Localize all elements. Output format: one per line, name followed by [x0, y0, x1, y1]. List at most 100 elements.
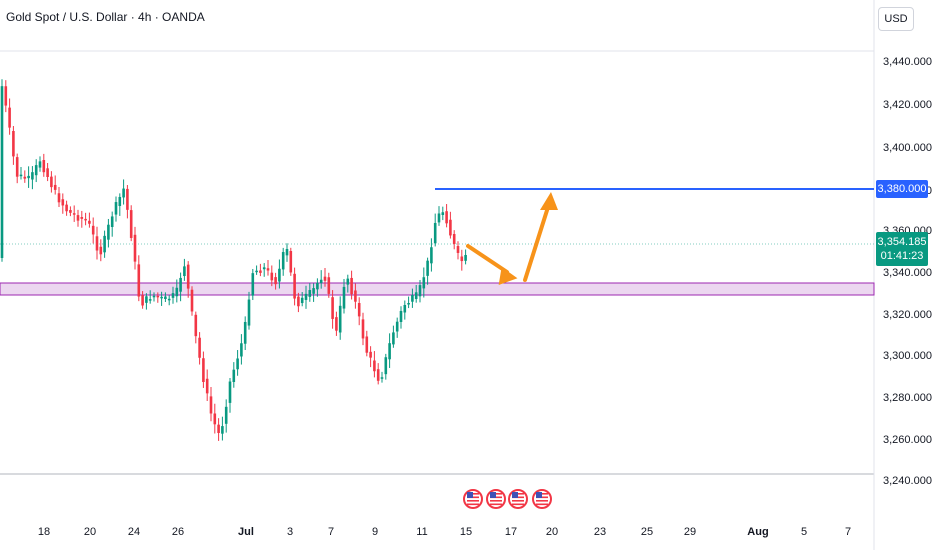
candle-body	[160, 296, 163, 299]
candle-body	[384, 357, 388, 375]
candle-body	[118, 196, 122, 206]
candle-body	[50, 176, 53, 188]
candle-body	[319, 279, 323, 283]
candle-body	[152, 295, 156, 298]
price-tick: 3,400.000	[883, 142, 932, 154]
price-tick: 3,320.000	[883, 309, 932, 321]
forecast-arrow-up	[523, 192, 558, 282]
price-tick: 3,420.000	[883, 99, 932, 111]
candle-body	[31, 172, 34, 180]
candle-body	[88, 220, 91, 224]
support-zone	[0, 282, 875, 296]
candle-body	[373, 360, 376, 372]
candle-body	[376, 369, 380, 381]
candle-body	[12, 131, 15, 157]
candle-body	[357, 303, 361, 317]
candle-body	[388, 343, 391, 360]
resistance-price-label: 3,380.000	[876, 180, 928, 198]
time-tick: 23	[593, 526, 607, 538]
price-tick: 3,260.000	[883, 434, 932, 446]
candle-body	[251, 273, 255, 296]
candle-body	[4, 86, 8, 106]
last-price-value: 3,354.185	[877, 236, 927, 248]
currency-button[interactable]: USD	[878, 7, 914, 31]
candle-body	[418, 285, 422, 297]
candle-body	[57, 193, 61, 203]
candle-body	[164, 296, 167, 299]
candle-body	[202, 358, 205, 383]
time-tick: Aug	[747, 526, 769, 538]
candle-body	[414, 292, 418, 299]
candle-body	[278, 268, 281, 282]
candle-body	[441, 212, 445, 215]
forecast-arrow-down	[466, 244, 518, 286]
candle-body	[243, 321, 247, 344]
candles-group	[0, 79, 467, 441]
candle-body	[316, 282, 319, 290]
time-tick: 9	[371, 526, 379, 538]
candle-body	[65, 204, 68, 212]
time-tick: 7	[327, 526, 335, 538]
candle-body	[422, 277, 426, 289]
candle-body	[323, 276, 327, 281]
time-tick: 7	[844, 526, 852, 538]
candle-body	[34, 165, 38, 176]
price-tick: 3,440.000	[883, 56, 932, 68]
candle-body	[293, 273, 296, 299]
candle-body	[285, 249, 289, 256]
economic-events	[463, 489, 552, 509]
candle-body	[380, 377, 384, 379]
candle-body	[0, 86, 4, 259]
time-tick: 26	[171, 526, 185, 538]
candle-body	[38, 161, 42, 168]
candle-body	[437, 213, 441, 223]
candle-body	[407, 303, 410, 305]
candle-body	[430, 247, 433, 264]
candle-body	[289, 251, 293, 273]
candle-body	[179, 277, 182, 292]
candle-body	[141, 295, 144, 306]
candle-body	[464, 254, 467, 261]
candle-body	[84, 218, 87, 221]
candle-body	[365, 336, 369, 353]
price-tick: 3,340.000	[883, 267, 932, 279]
time-tick: 29	[683, 526, 697, 538]
candle-body	[449, 219, 452, 236]
candle-body	[335, 317, 338, 331]
candle-body	[46, 168, 49, 178]
candle-body	[274, 277, 277, 285]
time-tick: 11	[416, 526, 428, 538]
candle-body	[224, 406, 228, 424]
time-tick: 18	[37, 526, 51, 538]
candle-body	[361, 319, 365, 339]
candle-body	[129, 210, 133, 238]
candle-body	[331, 297, 334, 319]
candle-body	[346, 278, 350, 285]
candle-body	[61, 199, 65, 206]
us-flag-icon	[532, 489, 552, 509]
candle-body	[107, 224, 110, 240]
candle-body	[460, 256, 464, 262]
candle-body	[395, 321, 399, 332]
us-flag-icon	[463, 489, 483, 509]
candle-body	[15, 157, 19, 177]
candle-body	[354, 290, 357, 302]
candle-body	[369, 351, 372, 358]
price-tick: 3,240.000	[883, 475, 932, 487]
candle-body	[342, 286, 346, 309]
candle-body	[452, 234, 456, 245]
candle-body	[205, 378, 209, 394]
candle-body	[392, 332, 395, 345]
candle-body	[103, 235, 106, 253]
candle-body	[221, 426, 224, 434]
time-tick: 17	[504, 526, 518, 538]
time-tick: 20	[545, 526, 559, 538]
candle-body	[350, 277, 353, 295]
candle-body	[99, 246, 103, 255]
candle-body	[69, 210, 72, 213]
candle-body	[27, 175, 30, 179]
candle-body	[399, 310, 403, 322]
candle-body	[91, 225, 95, 235]
us-flag-icon	[486, 489, 506, 509]
